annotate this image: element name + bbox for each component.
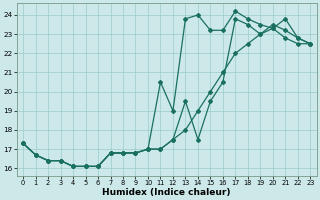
X-axis label: Humidex (Indice chaleur): Humidex (Indice chaleur) — [102, 188, 231, 197]
